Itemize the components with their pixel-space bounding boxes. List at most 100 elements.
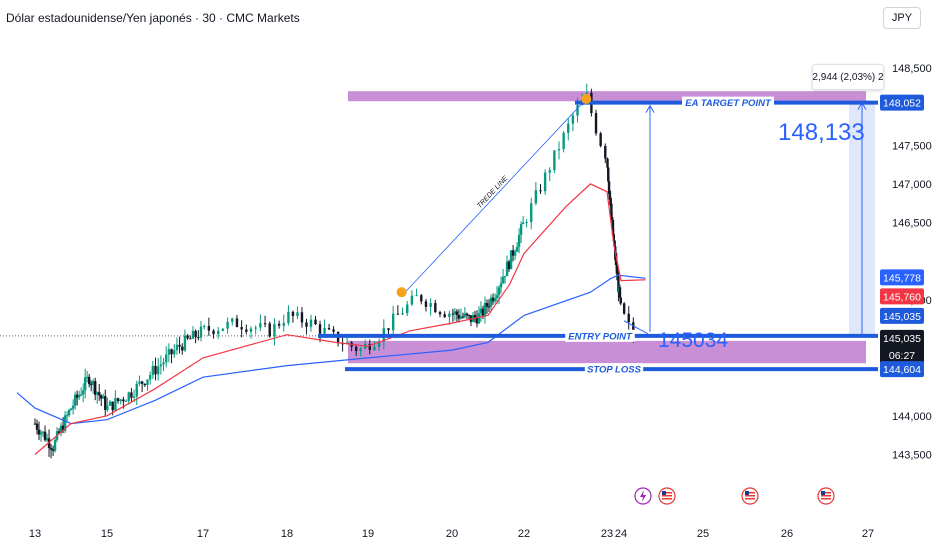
candle-body (51, 449, 55, 451)
candle-body (314, 319, 317, 325)
price-badge (880, 94, 924, 111)
candle-body (92, 381, 95, 385)
support-zone (348, 340, 866, 364)
candle-body (495, 295, 499, 299)
candle-body (530, 203, 533, 223)
candle-body (420, 295, 423, 302)
candle-body (517, 234, 521, 247)
candle-body (148, 374, 152, 380)
candle-body (135, 383, 138, 397)
candle-body (612, 234, 615, 241)
candle-body (410, 295, 414, 305)
candle-body (401, 313, 404, 315)
countdown-label: 06:27 (889, 350, 915, 362)
x-tick-label: 22 (518, 528, 530, 540)
candle-body (610, 203, 613, 217)
currency-selector[interactable]: JPY (883, 7, 921, 29)
candle-body (41, 431, 45, 433)
price-badge (880, 288, 924, 305)
target-label: EA TARGET POINT (685, 98, 772, 109)
candle-body (453, 311, 457, 314)
x-tick-label: 24 (615, 528, 627, 540)
candle-body (457, 315, 461, 319)
candle-body (607, 167, 610, 182)
flag-stripe (745, 492, 755, 494)
candle-body (111, 401, 114, 411)
candle-body (509, 250, 513, 270)
candle-body (429, 303, 432, 307)
candle-body (173, 350, 176, 355)
candle-body (33, 423, 37, 425)
candle-body (114, 398, 117, 411)
candle-body (268, 323, 271, 337)
candle-body (235, 318, 239, 328)
candle-body (138, 381, 141, 384)
candle-body (207, 325, 211, 331)
resistance-zone (348, 91, 866, 102)
candle-body (61, 425, 65, 431)
candle-body (156, 366, 160, 375)
candles-layer (33, 83, 635, 459)
flag-stripe (745, 498, 755, 500)
flag-canton (821, 491, 825, 495)
candle-body (463, 313, 467, 317)
candle-body (513, 251, 517, 256)
candle-body (199, 326, 203, 338)
candle-body (132, 396, 136, 398)
candle-body (85, 376, 89, 378)
candle-body (553, 150, 556, 171)
candle-body (475, 317, 479, 324)
candle-body (49, 447, 53, 450)
lightning-glyph (640, 490, 646, 502)
candle-body (359, 348, 362, 352)
x-tick-label: 13 (29, 528, 41, 540)
candle-body (387, 328, 390, 331)
candle-body (519, 224, 523, 235)
candle-body (181, 346, 184, 351)
candle-body (622, 303, 626, 314)
candle-body (459, 316, 463, 319)
candle-body (443, 314, 446, 318)
candle-body (159, 364, 163, 367)
candle-body (493, 298, 497, 302)
target-label-bg (682, 96, 774, 109)
candle-body (562, 132, 565, 150)
candle-body (119, 399, 122, 402)
candle-body (534, 190, 538, 204)
candle-body (116, 398, 120, 402)
price-badge-label: 145,778 (883, 272, 921, 284)
y-tick-label: 147,500 (892, 140, 932, 152)
candle-body (521, 222, 525, 225)
candle-body (309, 319, 313, 327)
candle-body (614, 259, 618, 262)
candle-body (318, 324, 322, 334)
candle-body (461, 316, 465, 318)
trend-line[interactable] (401, 98, 587, 297)
candle-body (608, 194, 612, 200)
candle-body (143, 383, 146, 386)
candle-body (627, 313, 630, 323)
candle-body (89, 384, 93, 386)
candle-body (606, 158, 609, 168)
candle-body (525, 222, 528, 224)
x-tick-label: 27 (862, 528, 874, 540)
candle-body (108, 401, 112, 406)
moving-averages-layer (16, 183, 646, 455)
price-badge (880, 361, 924, 378)
candle-body (277, 323, 281, 326)
candle-body (37, 429, 41, 435)
candle-body (45, 438, 49, 441)
flag-stripe (745, 495, 755, 497)
candle-body (81, 390, 85, 395)
pivot-dot (581, 93, 592, 104)
y-tick-label: 143,500 (892, 450, 932, 462)
candle-body (438, 312, 442, 315)
candle-body (497, 287, 501, 296)
candle-body (162, 362, 165, 365)
candle-body (548, 170, 551, 173)
candle-body (122, 399, 125, 402)
candle-body (102, 396, 105, 399)
y-tick-label: 148,500 (892, 63, 932, 75)
candle-body (63, 415, 67, 431)
candle-body (71, 405, 75, 409)
